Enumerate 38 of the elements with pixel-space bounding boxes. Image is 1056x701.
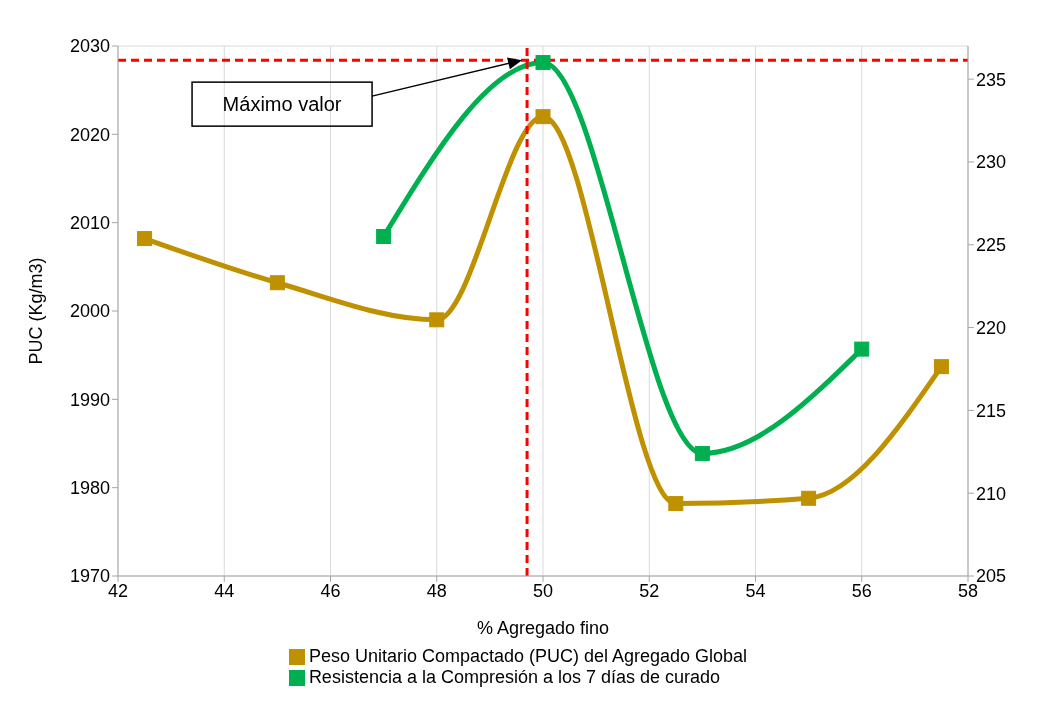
y2-tick-label: 230 [976, 152, 1007, 173]
point [269, 275, 285, 291]
point [535, 109, 551, 125]
x-tick-label: 42 [107, 580, 129, 601]
x-tick-label: 54 [745, 580, 766, 601]
point [801, 490, 817, 506]
point [854, 341, 870, 357]
x-tick-label: 46 [320, 580, 341, 601]
y2-tick-label: 215 [976, 400, 1007, 421]
y-tick-label: 1990 [69, 389, 110, 410]
y-axis-title: PUC (Kg/m3) [26, 257, 47, 365]
x-tick-label: 52 [639, 580, 660, 601]
y-tick-label: 1970 [69, 566, 110, 587]
point [429, 312, 445, 328]
y-tick-label: 2030 [69, 36, 110, 57]
y2-tick-label: 210 [976, 483, 1007, 504]
annotation: Máximo valor [222, 93, 342, 116]
legend-label: Resistencia a la Compresión a los 7 días de curado [308, 667, 721, 687]
y-tick-label: 2000 [69, 301, 110, 322]
y-tick-label: 2010 [69, 213, 110, 234]
y-tick-label: 1980 [69, 478, 110, 499]
x-tick-label: 50 [532, 580, 554, 601]
y2-tick-label: 225 [976, 235, 1007, 256]
x-tick-label: 44 [214, 580, 235, 601]
point [376, 228, 392, 244]
point [668, 496, 684, 512]
x-axis-title: % Agregado fino [476, 618, 610, 638]
point [535, 55, 551, 71]
point [933, 359, 949, 375]
x-tick-label: 48 [426, 580, 447, 601]
x-tick-label: 56 [851, 580, 872, 601]
y2-tick-label: 220 [976, 317, 1007, 338]
y2-tick-label: 235 [976, 69, 1007, 90]
point [137, 231, 153, 247]
legend-label: Peso Unitario Compactado (PUC) del Agregado Global [308, 646, 748, 666]
y-tick-label: 2020 [69, 124, 110, 145]
y2-tick-label: 205 [976, 566, 1007, 587]
point [694, 445, 710, 461]
